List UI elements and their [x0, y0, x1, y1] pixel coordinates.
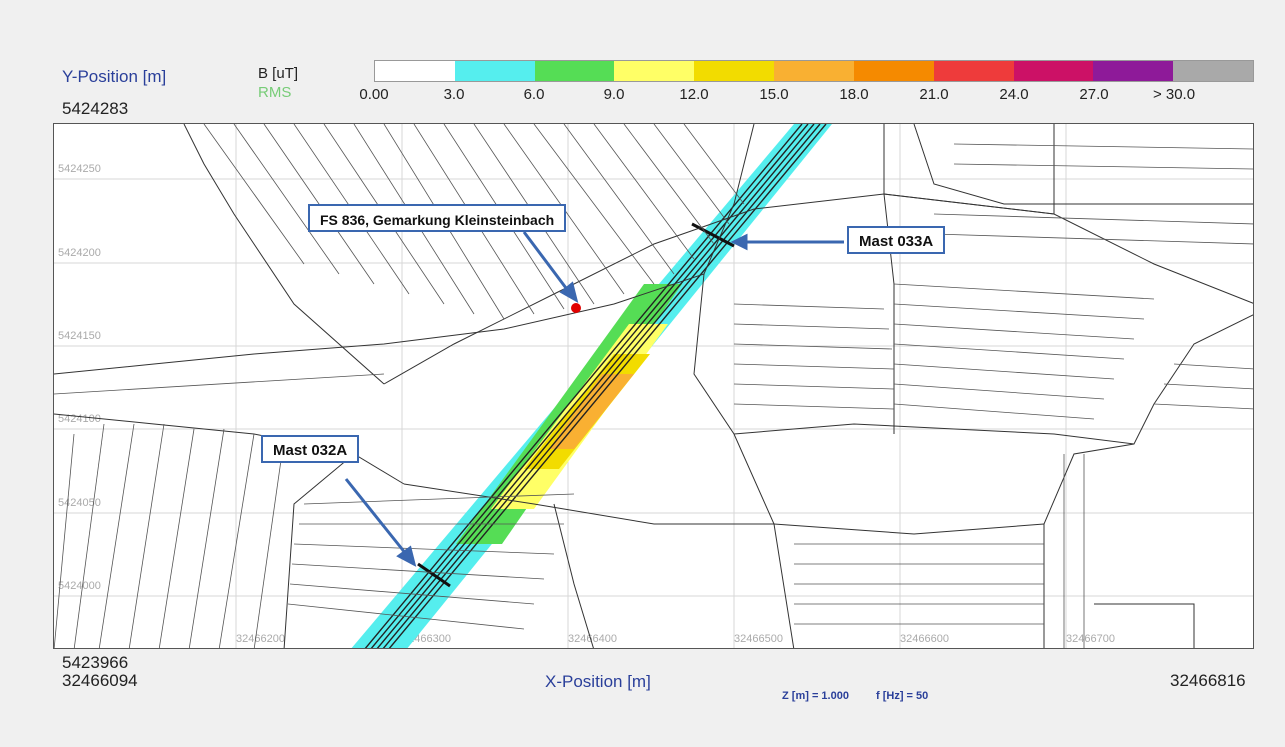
color-band-0: [375, 61, 455, 81]
color-band-3: [614, 61, 695, 81]
y-max-label: 5424283: [62, 99, 129, 118]
legend-tick: > 30.0: [1152, 86, 1196, 103]
grid-label-y: 5424150: [58, 330, 101, 342]
legend-tick: 21.0: [919, 86, 949, 103]
color-band-8: [1013, 61, 1094, 81]
grid-label-x: 32466700: [1066, 633, 1115, 645]
z-height-info: Z [m] = 1.000: [782, 690, 849, 702]
grid-label-y: 5424050: [58, 497, 101, 509]
legend-tick: 18.0: [839, 86, 869, 103]
cadastral-map-svg: 5424250 5424200 5424150 5424100 5424050 …: [54, 124, 1253, 648]
callout-arrows: [344, 231, 844, 567]
legend-mode-label: RMS: [258, 84, 292, 101]
y-min-label: 5423966: [62, 653, 129, 672]
legend-tick: 24.0: [999, 86, 1029, 103]
color-band-4: [694, 61, 775, 81]
mast-032a-marker: [417, 562, 451, 588]
frequency-info: f [Hz] = 50: [876, 690, 929, 702]
measurement-point-marker[interactable]: [571, 303, 581, 313]
grid-label-x: 32466200: [236, 633, 285, 645]
legend-tick: 12.0: [679, 86, 709, 103]
x-min-label: 32466094: [62, 671, 138, 690]
legend-tick: 15.0: [759, 86, 789, 103]
grid-label-y: 5424000: [58, 580, 101, 592]
color-band-1: [454, 61, 535, 81]
color-scale-bar: [374, 60, 1254, 82]
grid-label-y: 5424200: [58, 247, 101, 259]
grid-label-y: 5424100: [58, 413, 101, 425]
callout-fs836: FS 836, Gemarkung Kleinsteinbach: [308, 204, 567, 232]
legend-tick: 0.00: [359, 86, 389, 103]
mast-032a-arrow: [344, 478, 408, 555]
legend-tick: 3.0: [443, 86, 465, 103]
color-band-2: [534, 61, 615, 81]
color-band-6: [853, 61, 934, 81]
callout-mast-033a: Mast 033A: [847, 226, 946, 254]
legend-quantity-label: B [uT]: [258, 65, 299, 82]
grid-label-y: 5424250: [58, 163, 101, 175]
parcel-strip-lines: [54, 124, 1253, 648]
legend-tick: 27.0: [1079, 86, 1109, 103]
grid-label-x: 32466600: [900, 633, 949, 645]
y-axis-label: Y-Position [m]: [62, 67, 167, 86]
mast-033a-marker: [691, 222, 735, 248]
x-max-label: 32466816: [1170, 671, 1246, 690]
grid-label-x: 32466400: [568, 633, 617, 645]
callout-mast-032a: Mast 032A: [261, 435, 360, 463]
parcel-boundaries: [54, 124, 1253, 648]
color-band-9: [1093, 61, 1174, 81]
fs-arrow: [522, 231, 571, 293]
color-band-5: [774, 61, 854, 81]
map-canvas[interactable]: 5424250 5424200 5424150 5424100 5424050 …: [53, 123, 1254, 649]
grid-lines: [54, 124, 1253, 648]
legend-tick: 6.0: [523, 86, 545, 103]
color-band-10: [1173, 61, 1253, 81]
color-band-7: [933, 61, 1014, 81]
x-axis-label: X-Position [m]: [545, 672, 651, 691]
legend-tick: 9.0: [603, 86, 625, 103]
grid-label-x: 32466500: [734, 633, 783, 645]
